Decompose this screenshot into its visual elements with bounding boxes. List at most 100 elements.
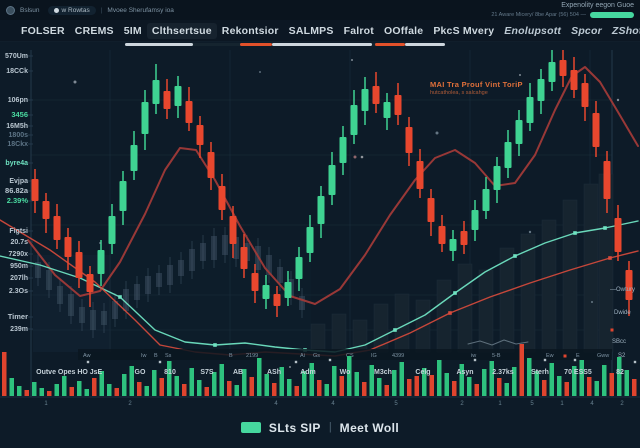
candle-bull[interactable] xyxy=(119,181,127,211)
candle-bull[interactable] xyxy=(526,97,534,123)
candle-bear[interactable] xyxy=(581,83,589,107)
candle-bear[interactable] xyxy=(372,86,380,104)
volume-bar[interactable] xyxy=(32,382,37,396)
tab-folser[interactable]: FOLSER xyxy=(21,24,65,37)
candle-bull[interactable] xyxy=(295,257,303,279)
volume-bar[interactable] xyxy=(602,365,607,396)
volume-bar[interactable] xyxy=(399,362,405,396)
volume-bar[interactable] xyxy=(167,361,172,396)
volume-bar[interactable] xyxy=(107,384,112,396)
account-pill[interactable]: w Rowtas xyxy=(47,5,96,15)
volume-bar[interactable] xyxy=(609,373,615,396)
volume-bar[interactable] xyxy=(264,374,270,396)
volume-bar[interactable] xyxy=(557,376,562,396)
candle-bull[interactable] xyxy=(284,282,292,298)
volume-bar[interactable] xyxy=(467,377,472,396)
volume-bar[interactable] xyxy=(422,368,427,396)
tab-spcor[interactable]: Spcor xyxy=(571,24,602,37)
candle-bull[interactable] xyxy=(350,105,358,135)
volume-bar[interactable] xyxy=(114,388,120,396)
candle-bear[interactable] xyxy=(405,127,413,153)
volume-bar[interactable] xyxy=(362,382,367,396)
candle-bear[interactable] xyxy=(559,60,567,76)
volume-bar[interactable] xyxy=(369,365,375,396)
volume-bar[interactable] xyxy=(564,382,570,396)
volume-bar[interactable] xyxy=(204,387,210,396)
candle-bull[interactable] xyxy=(108,216,116,244)
candle-bear[interactable] xyxy=(427,198,435,222)
volume-bar[interactable] xyxy=(54,384,60,396)
candle-bear[interactable] xyxy=(86,274,94,292)
volume-bar[interactable] xyxy=(504,383,510,396)
volume-bar[interactable] xyxy=(534,371,540,396)
volume-bar[interactable] xyxy=(512,367,517,396)
volume-bar[interactable] xyxy=(429,375,435,396)
volume-bar[interactable] xyxy=(624,370,630,396)
volume-bar[interactable] xyxy=(444,373,450,396)
volume-bar[interactable] xyxy=(527,358,532,396)
volume-bar[interactable] xyxy=(437,360,442,396)
volume-bar[interactable] xyxy=(324,384,330,396)
candle-bull[interactable] xyxy=(339,137,347,163)
volume-bar[interactable] xyxy=(617,357,622,396)
volume-bar[interactable] xyxy=(129,366,135,396)
volume-bar[interactable] xyxy=(542,380,547,396)
candle-bear[interactable] xyxy=(207,152,215,178)
volume-bar[interactable] xyxy=(287,379,292,396)
connection-status-badge[interactable] xyxy=(590,12,634,19)
candle-bear[interactable] xyxy=(240,247,248,269)
tab-enolupsott[interactable]: Enolupsott xyxy=(504,24,562,37)
volume-bar[interactable] xyxy=(347,356,352,396)
candle-bull[interactable] xyxy=(515,120,523,144)
candle-bear[interactable] xyxy=(251,273,259,291)
volume-bar[interactable] xyxy=(197,380,202,396)
volume-bar[interactable] xyxy=(572,366,577,396)
tab-rekontsior[interactable]: Rekontsior xyxy=(221,24,279,37)
candle-bull[interactable] xyxy=(482,189,490,211)
candle-bull[interactable] xyxy=(328,165,336,195)
tab-zshot[interactable]: ZShot xyxy=(611,24,640,37)
candle-bear[interactable] xyxy=(75,252,83,278)
candle-bull[interactable] xyxy=(141,102,149,134)
volume-bar[interactable] xyxy=(392,370,397,396)
candle-bull[interactable] xyxy=(152,80,160,104)
volume-bar[interactable] xyxy=(99,371,105,396)
volume-bar[interactable] xyxy=(84,389,90,396)
tab-falrot[interactable]: Falrot xyxy=(343,24,374,37)
volume-bar[interactable] xyxy=(294,386,300,396)
candle-bear[interactable] xyxy=(394,95,402,115)
volume-bar[interactable] xyxy=(174,376,180,396)
tab-crems[interactable]: CREMS xyxy=(74,24,114,37)
volume-bar[interactable] xyxy=(474,384,480,396)
candle-bull[interactable] xyxy=(537,79,545,101)
volume-bar[interactable] xyxy=(452,381,457,396)
volume-bar[interactable] xyxy=(519,344,525,396)
candle-bear[interactable] xyxy=(229,216,237,244)
volume-bar[interactable] xyxy=(309,363,315,396)
candle-bull[interactable] xyxy=(471,210,479,230)
volume-bar[interactable] xyxy=(249,377,255,396)
volume-bar[interactable] xyxy=(122,374,127,396)
candle-bear[interactable] xyxy=(614,218,622,252)
volume-bar[interactable] xyxy=(39,388,45,396)
volume-bar[interactable] xyxy=(234,385,240,396)
volume-bar[interactable] xyxy=(489,361,495,396)
volume-bar[interactable] xyxy=(144,386,150,396)
candle-bear[interactable] xyxy=(273,294,281,306)
candle-bull[interactable] xyxy=(97,250,105,274)
candle-bull[interactable] xyxy=(174,86,182,106)
volume-bar[interactable] xyxy=(482,369,487,396)
volume-bar[interactable] xyxy=(227,381,232,396)
candle-bear[interactable] xyxy=(625,270,633,300)
volume-bar[interactable] xyxy=(212,372,217,396)
candle-bear[interactable] xyxy=(592,113,600,147)
candle-bear[interactable] xyxy=(460,231,468,245)
volume-bar[interactable] xyxy=(2,352,7,396)
volume-bar[interactable] xyxy=(497,378,502,396)
candle-bull[interactable] xyxy=(130,145,138,171)
volume-bar[interactable] xyxy=(189,368,195,396)
volume-bar[interactable] xyxy=(77,381,82,396)
volume-bar[interactable] xyxy=(47,391,52,396)
volume-bar[interactable] xyxy=(69,387,75,396)
